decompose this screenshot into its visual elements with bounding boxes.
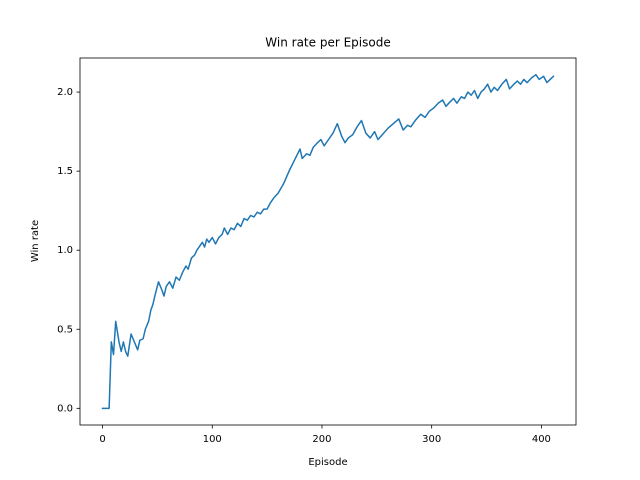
x-tick-label: 100 [203,434,222,445]
y-tick-label: 1.5 [57,166,73,177]
y-tick-label: 1.0 [57,245,73,256]
chart-title: Win rate per Episode [265,36,390,50]
y-tick-label: 2.0 [57,87,73,98]
y-axis-label: Win rate [30,220,41,262]
x-tick-label: 200 [312,434,331,445]
x-tick-label: 0 [99,434,105,445]
data-line [101,73,555,410]
x-axis-label: Episode [308,457,347,468]
plot-frame [79,57,577,426]
x-tick-label: 300 [422,434,441,445]
x-tick-label: 400 [532,434,551,445]
y-tick-label: 0.5 [57,324,73,335]
y-tick-label: 0.0 [57,403,73,414]
